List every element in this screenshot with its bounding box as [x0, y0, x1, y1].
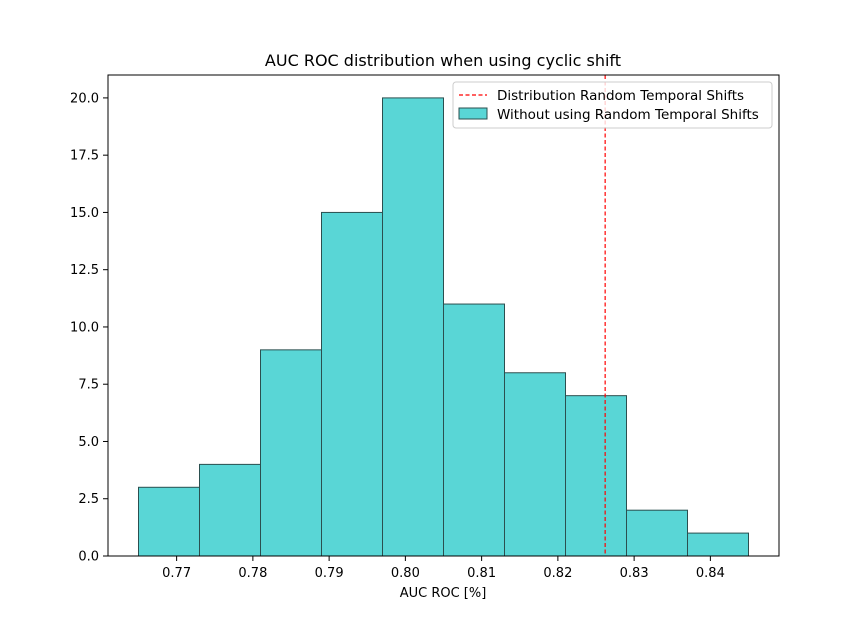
histogram-bar: [626, 509, 688, 557]
y-tick-label: 10.0: [70, 320, 99, 335]
legend-label-hist: Without using Random Temporal Shifts: [497, 107, 759, 123]
y-tick-label: 7.5: [78, 378, 99, 393]
y-tick-label: 17.5: [70, 149, 99, 164]
x-axis-label: AUC ROC [%]: [400, 586, 487, 601]
legend-patch-swatch: [458, 107, 488, 120]
y-tick-label: 2.5: [78, 492, 99, 507]
histogram-bar: [260, 349, 322, 557]
histogram-bar: [199, 463, 261, 557]
x-axis-ticks: 0.77 0.78 0.79 0.80 0.81 0.82 0.83 0.84: [162, 556, 725, 581]
legend-box: [452, 81, 773, 129]
legend: Distribution Random Temporal Shifts With…: [452, 81, 773, 129]
y-tick-label: 20.0: [70, 91, 99, 106]
x-tick-label: 0.82: [543, 566, 572, 581]
x-tick-label: 0.81: [467, 566, 496, 581]
histogram-bar: [565, 395, 627, 557]
histogram-bar: [382, 97, 444, 557]
histogram-bar: [687, 532, 749, 557]
y-tick-label: 15.0: [70, 206, 99, 221]
plot-frame: [107, 74, 780, 557]
x-tick-label: 0.83: [620, 566, 649, 581]
histogram-bar: [138, 486, 200, 557]
x-tick-label: 0.84: [696, 566, 725, 581]
x-tick-label: 0.78: [238, 566, 267, 581]
y-tick-label: 12.5: [70, 263, 99, 278]
x-tick-label: 0.80: [391, 566, 420, 581]
histogram-bar: [443, 303, 505, 557]
histogram-bars: [138, 97, 749, 557]
x-tick-label: 0.79: [315, 566, 344, 581]
histogram-bar: [504, 372, 566, 557]
histogram-bar: [321, 211, 383, 557]
y-tick-label: 5.0: [78, 435, 99, 450]
legend-label-vline: Distribution Random Temporal Shifts: [497, 88, 744, 104]
y-tick-label: 0.0: [78, 550, 99, 565]
chart-title: AUC ROC distribution when using cyclic s…: [265, 51, 621, 70]
x-tick-label: 0.77: [162, 566, 191, 581]
y-axis-ticks: 0.0 2.5 5.0 7.5 10.0 12.5 15.0 17.5 20.0: [70, 91, 108, 565]
